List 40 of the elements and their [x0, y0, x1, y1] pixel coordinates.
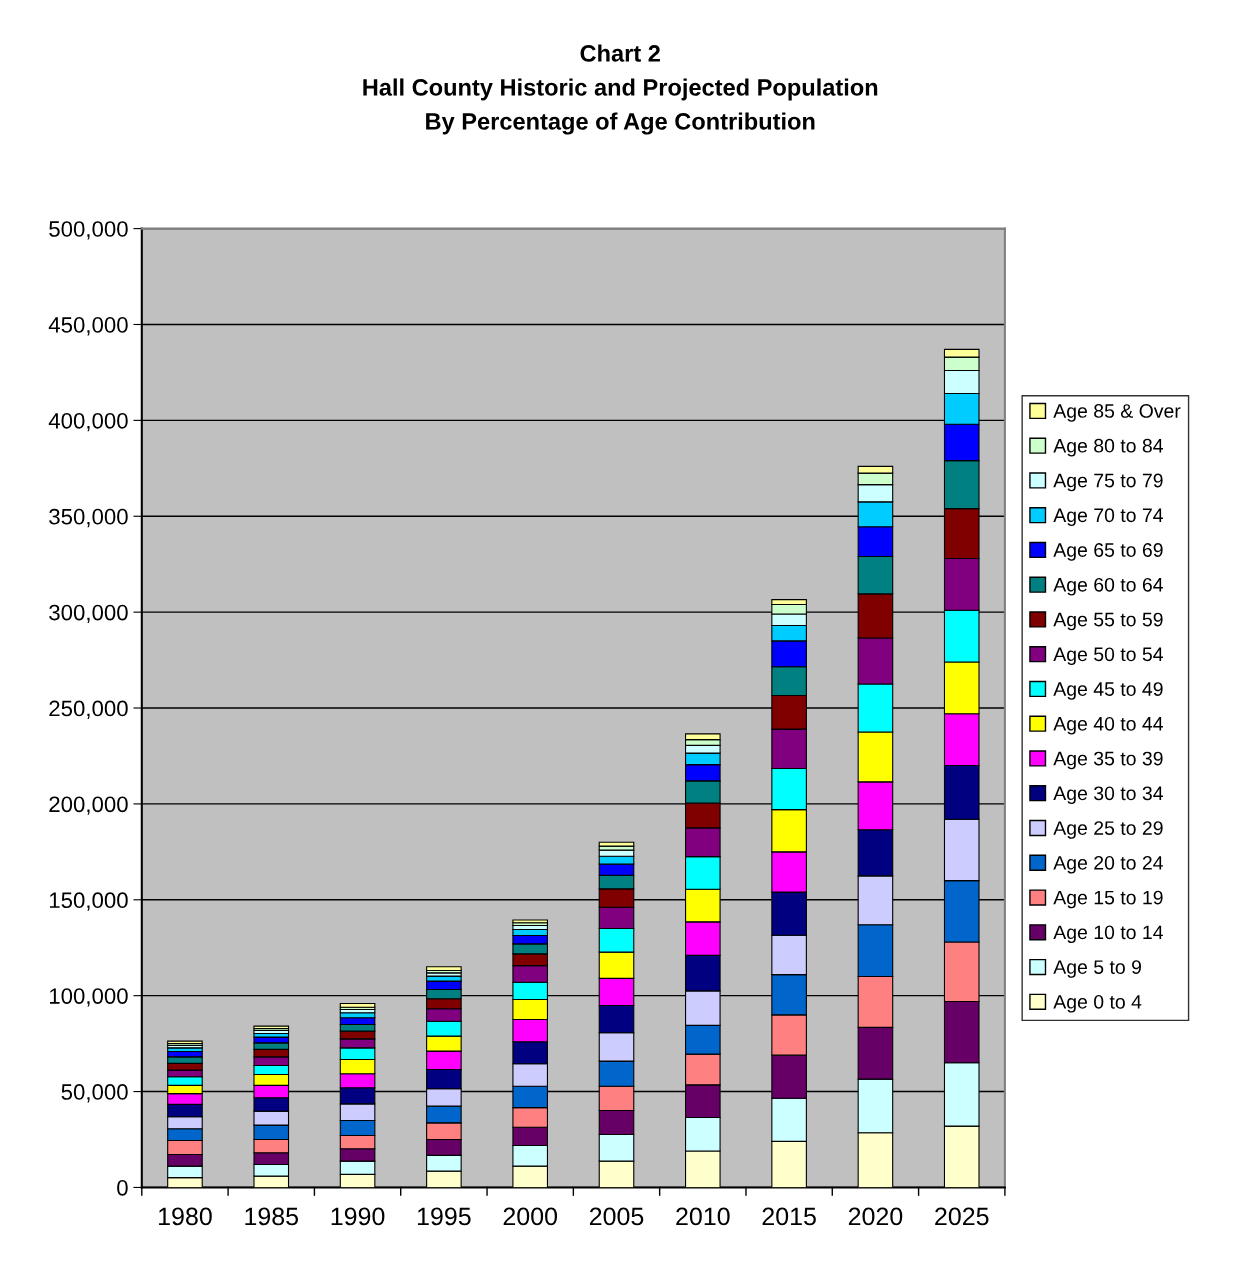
legend-label: Age 0 to 4	[1053, 994, 1142, 1013]
legend-label: Age 5 to 9	[1053, 960, 1141, 978]
legend-label: Age 40 to 44	[1053, 716, 1163, 735]
x-tick-label: 1985	[245, 1207, 299, 1226]
x-tick-label: 2025	[935, 1207, 989, 1226]
y-tick-label: 450,000	[48, 317, 128, 336]
legend-label: Age 35 to 39	[1053, 751, 1163, 770]
legend-label: Age 60 to 64	[1053, 577, 1163, 596]
chart-title: Chart 2 Hall County Historic and Projected Population By Percentage of Age Contribution	[363, 44, 878, 135]
legend-label: Age 80 to 84	[1053, 438, 1163, 457]
x-tick-label: 1980	[159, 1207, 212, 1226]
legend-label: Age 50 to 54	[1053, 647, 1163, 665]
y-tick-label: 400,000	[48, 412, 128, 432]
y-tick-label: 100,000	[49, 988, 128, 1007]
legend-label: Age 70 to 74	[1053, 508, 1163, 526]
legend-label: Age 55 to 59	[1053, 612, 1163, 631]
x-tick-label: 2000	[503, 1207, 558, 1226]
x-tick-label: 1990	[331, 1207, 385, 1226]
x-tick-label: 2010	[676, 1207, 730, 1226]
legend-label: Age 85 & Over	[1053, 404, 1181, 422]
legend-label: Age 25 to 29	[1053, 821, 1163, 839]
x-tick-label: 1995	[417, 1207, 471, 1226]
y-tick-label: 350,000	[49, 508, 128, 528]
y-tick-label: 200,000	[49, 796, 128, 815]
x-tick-label: 2005	[589, 1207, 644, 1226]
y-tick-label: 250,000	[49, 700, 128, 719]
legend-label: Age 30 to 34	[1053, 786, 1163, 805]
y-tick-label: 50,000	[61, 1084, 128, 1103]
x-tick-label: 2015	[762, 1207, 816, 1226]
legend-label: Age 15 to 19	[1053, 890, 1163, 909]
legend-label: Age 65 to 69	[1053, 543, 1163, 561]
legend-label: Age 75 to 79	[1053, 473, 1163, 492]
y-tick-label: 150,000	[49, 892, 128, 911]
y-tick-label: 0	[117, 1179, 128, 1196]
legend-label: Age 45 to 49	[1053, 682, 1163, 700]
legend-label: Age 10 to 14	[1053, 925, 1163, 944]
y-tick-label: 300,000	[49, 604, 128, 624]
legend-label: Age 20 to 24	[1053, 855, 1163, 874]
x-tick-label: 2020	[848, 1207, 903, 1226]
y-tick-label: 500,000	[49, 221, 128, 240]
